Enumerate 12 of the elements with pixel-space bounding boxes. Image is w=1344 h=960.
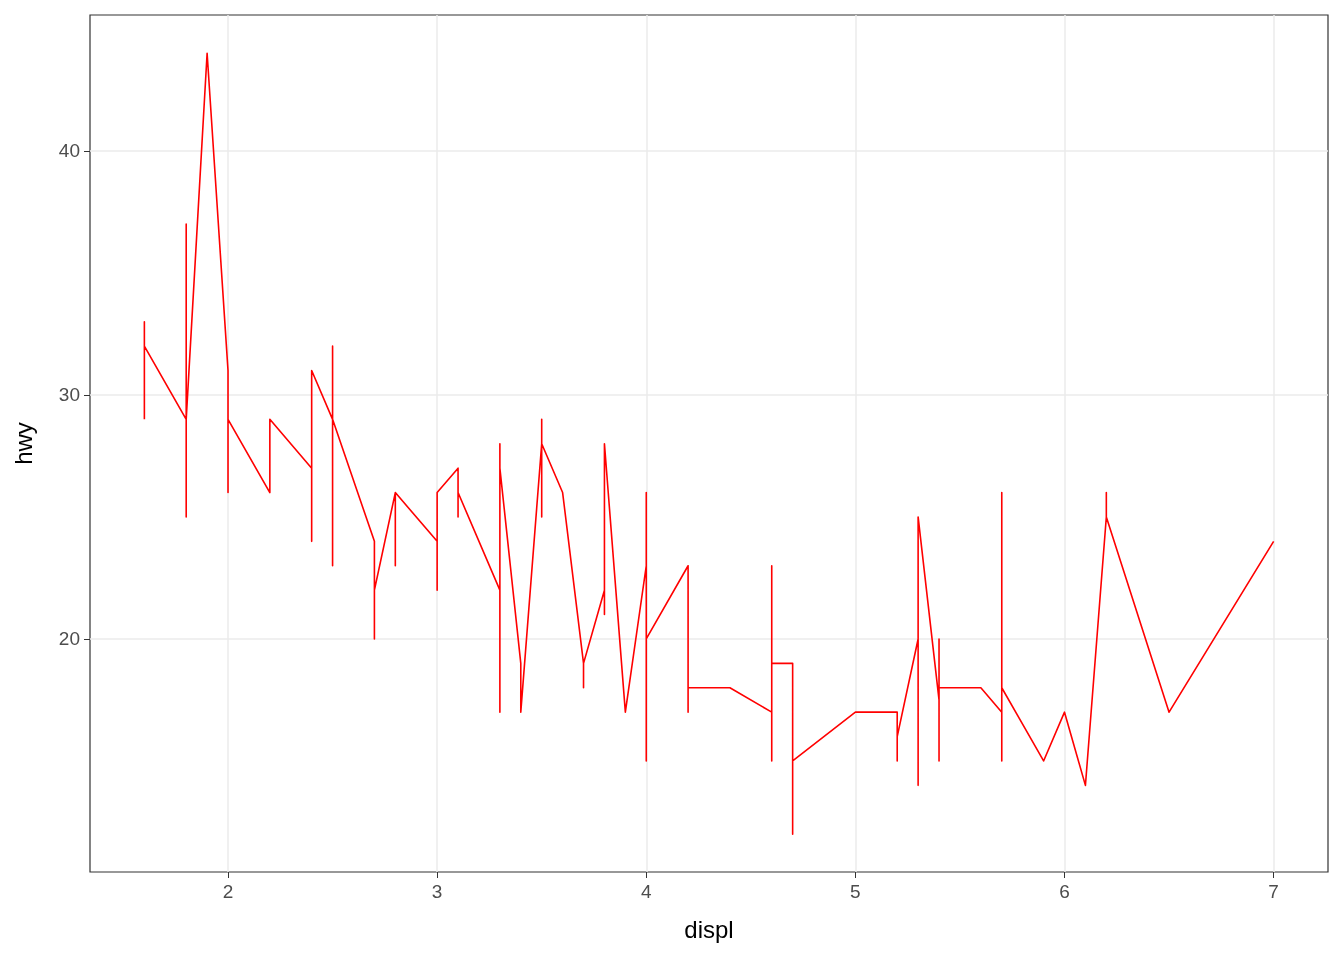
y-tick-label: 40 <box>58 140 80 162</box>
y-tick-label: 30 <box>58 384 80 406</box>
y-tick-label: 20 <box>58 628 80 650</box>
y-axis-title: hwy <box>9 422 37 465</box>
x-tick-label: 7 <box>1268 881 1279 902</box>
x-tick-label: 5 <box>850 881 861 902</box>
x-tick-label: 2 <box>222 881 234 902</box>
line-series <box>143 52 1275 835</box>
x-tick-label: 3 <box>431 881 443 902</box>
x-axis-title: displ <box>684 915 734 943</box>
x-tick-label: 4 <box>640 881 652 902</box>
x-tick-label: 6 <box>1059 881 1070 902</box>
